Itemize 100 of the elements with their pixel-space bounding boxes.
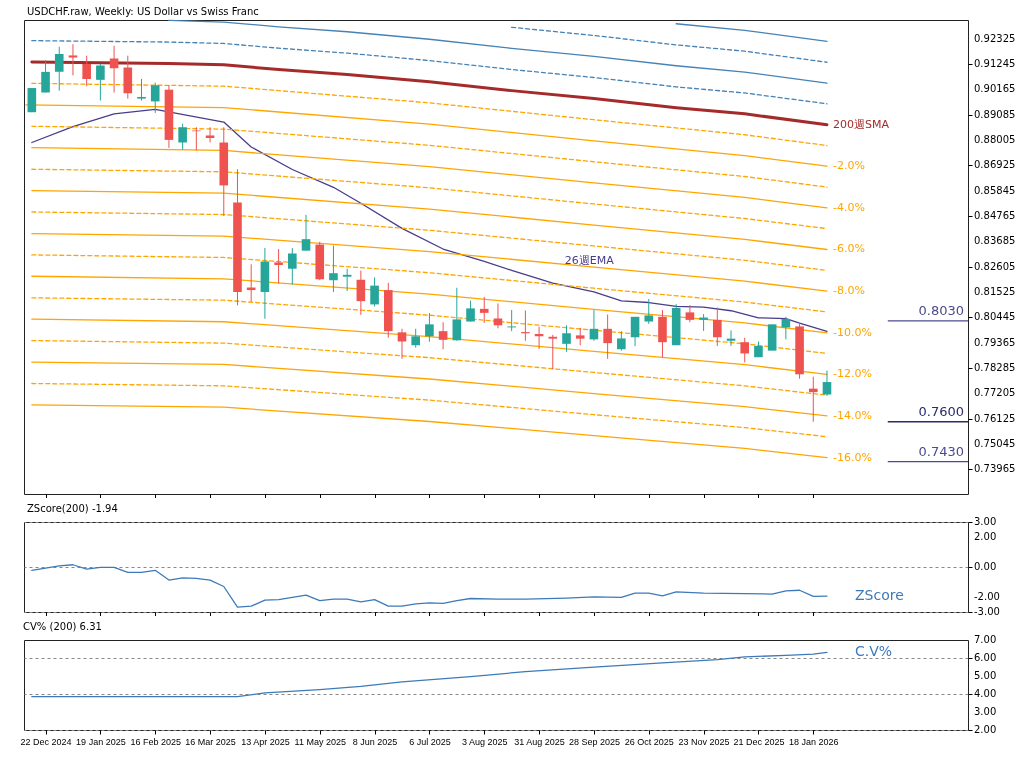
series-label: -14.0% [832, 408, 872, 422]
series-label: -16.0% [832, 450, 872, 464]
candlestick [425, 312, 434, 343]
candlestick [603, 313, 612, 360]
x-tick-label: 3 Aug 2025 [461, 736, 508, 747]
candlestick [274, 248, 283, 285]
line-series [31, 404, 828, 459]
candlestick [178, 123, 187, 151]
candlestick [54, 46, 64, 92]
line-series [31, 564, 828, 608]
line-series [31, 297, 828, 355]
line-series [31, 211, 828, 272]
line-series [31, 82, 828, 147]
candlestick [109, 45, 119, 94]
series-label: -4.0% [832, 200, 865, 214]
line-series [31, 361, 828, 417]
candlestick [150, 82, 160, 114]
series-label: -8.0% [832, 284, 865, 298]
chart-title: CV% (200) 6.31 [23, 621, 102, 632]
line-series [31, 318, 828, 375]
y-tick-label: 0.75045 [974, 438, 1016, 450]
y-tick-label: 2.00 [974, 724, 997, 735]
text: ZScore [854, 587, 904, 604]
y-tick-label: 3.00 [974, 516, 997, 527]
y-tick-label: 0.90165 [974, 83, 1016, 95]
series-label: 200週SMA [832, 117, 890, 131]
line-series [31, 189, 828, 251]
y-tick-label: 0.79365 [974, 336, 1016, 348]
candlestick [507, 309, 516, 332]
candlestick [205, 126, 215, 143]
candlestick [137, 78, 146, 101]
line-series [31, 40, 828, 105]
candlestick [808, 376, 818, 423]
candlestick [466, 300, 475, 323]
ref-line-label: 0.7600 [918, 403, 964, 419]
x-tick-label: 16 Mar 2025 [185, 736, 236, 747]
series-label: 26週EMA [564, 254, 615, 268]
y-tick-label: 7.00 [974, 634, 997, 645]
x-tick-label: 16 Feb 2025 [130, 736, 181, 747]
candlestick [342, 268, 352, 292]
y-tick-label: 0.77205 [974, 387, 1016, 399]
line-series [31, 651, 828, 698]
candlestick [41, 59, 50, 94]
candlestick [822, 370, 832, 397]
series-label: -10.0% [832, 325, 872, 339]
x-tick-label: 21 Dec 2025 [733, 736, 785, 747]
y-tick-label: -2.00 [974, 591, 1000, 602]
y-tick-label: 0.76125 [974, 412, 1016, 424]
y-tick-label: 0.85845 [974, 184, 1016, 196]
series-label: -2.0% [832, 159, 865, 173]
candlestick [452, 287, 462, 342]
y-tick-label: 0.83685 [974, 235, 1016, 247]
line-series [25, 104, 828, 167]
y-tick-label: -3.00 [974, 606, 1000, 617]
y-tick-label: 5.00 [974, 670, 997, 681]
line-series [31, 254, 828, 313]
candlestick [740, 337, 750, 363]
x-tick-label: 13 Apr 2025 [241, 736, 290, 747]
x-tick-label: 26 Oct 2025 [624, 736, 674, 747]
x-tick-label: 18 Jan 2026 [789, 736, 839, 747]
candlestick [411, 328, 421, 349]
candlestick [68, 43, 78, 76]
y-tick-label: 0.86925 [974, 159, 1016, 171]
candlestick [562, 324, 571, 353]
text: C.V% [854, 643, 893, 660]
y-tick-label: 3.00 [974, 706, 997, 717]
candlestick [82, 55, 91, 87]
y-tick-label: 0.81525 [974, 286, 1016, 298]
y-tick-label: 2.00 [974, 531, 997, 542]
candlestick [521, 310, 530, 342]
y-tick-label: 0.73965 [974, 463, 1016, 475]
candlestick [644, 298, 654, 325]
x-tick-label: 11 May 2025 [294, 736, 346, 747]
chart-title: USDCHF.raw, Weekly: US Dollar vs Swiss Franc [27, 5, 259, 17]
candlestick [493, 302, 503, 329]
line-series [30, 60, 829, 127]
y-tick-label: 0.78285 [974, 362, 1016, 374]
candlestick [685, 304, 695, 323]
candlestick [397, 328, 407, 360]
series-label: -6.0% [832, 242, 865, 256]
candlestick [329, 245, 338, 293]
line-series [511, 26, 828, 63]
y-tick-label: 6.00 [974, 652, 997, 663]
candlestick [617, 330, 626, 352]
line-series [31, 382, 828, 438]
y-tick-label: 0.89085 [974, 108, 1016, 120]
series-label: -12.0% [832, 367, 872, 381]
line-series [31, 232, 828, 292]
y-tick-label: 0.91245 [974, 58, 1016, 69]
y-tick-label: 4.00 [974, 688, 997, 699]
candlestick [96, 63, 105, 101]
candlestick [288, 247, 297, 286]
x-tick-label: 23 Nov 2025 [678, 736, 730, 747]
ref-line-label: 0.8030 [918, 302, 964, 318]
line-series [31, 275, 828, 334]
chart-title: ZScore(200) -1.94 [27, 503, 118, 514]
line-series [31, 125, 828, 188]
y-tick-label: 0.92325 [974, 32, 1016, 44]
candlestick [479, 296, 489, 324]
x-tick-label: 8 Jun 2025 [352, 736, 398, 747]
